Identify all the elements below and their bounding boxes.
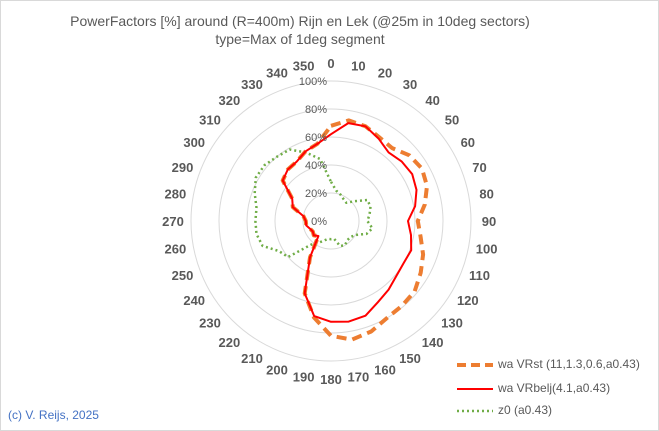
- series-line-1: [281, 122, 418, 323]
- angle-label: 350: [293, 58, 315, 73]
- legend-label-vrbelj: wa VRbelj(4.1,a0.43): [498, 381, 611, 395]
- copyright-text: (c) V. Reijs, 2025: [8, 408, 99, 422]
- angle-label: 90: [482, 214, 496, 229]
- radial-tick-label: 40%: [305, 160, 327, 172]
- angle-label: 240: [183, 293, 205, 308]
- angle-label: 200: [266, 363, 288, 378]
- angle-label: 290: [172, 160, 194, 175]
- angle-label: 30: [403, 77, 417, 92]
- grid-ring: [302, 192, 360, 250]
- series-line-2: [253, 148, 374, 259]
- angle-label: 180: [320, 372, 342, 387]
- angle-label: 320: [219, 93, 241, 108]
- angle-label: 330: [241, 77, 263, 92]
- angle-label: 250: [172, 268, 194, 283]
- radial-tick-label: 60%: [305, 132, 327, 144]
- radial-tick-label: 80%: [305, 104, 327, 116]
- angle-label: 280: [165, 187, 187, 202]
- grid-ring: [190, 80, 472, 362]
- legend-label-vrst: wa VRst (11,1.3,0.6,a0.43): [498, 357, 640, 371]
- legend-swatch-vrbelj: [457, 388, 493, 390]
- angle-label: 10: [351, 58, 365, 73]
- angle-label: 340: [266, 66, 288, 81]
- angle-label: 260: [165, 241, 187, 256]
- angle-label: 220: [219, 335, 241, 350]
- radial-tick-label: 20%: [305, 188, 327, 200]
- angle-label: 120: [457, 293, 479, 308]
- angle-label: 210: [241, 351, 263, 366]
- series-layer: [253, 118, 429, 342]
- angle-label: 140: [422, 335, 444, 350]
- angle-label: 310: [199, 112, 221, 127]
- radar-grid: [190, 80, 472, 362]
- grid-ring: [274, 164, 388, 278]
- angle-label: 300: [183, 135, 205, 150]
- angle-label: 230: [199, 316, 221, 331]
- angle-label: 60: [461, 135, 475, 150]
- legend-label-z0: z0 (a0.43): [498, 403, 553, 417]
- angle-label: 190: [293, 370, 315, 385]
- angle-label: 40: [425, 93, 439, 108]
- angle-label: 130: [441, 316, 463, 331]
- angle-label: 270: [162, 214, 184, 229]
- radial-tick-labels: 0% 20% 40% 60% 80% 100%: [299, 76, 327, 228]
- radial-tick-label: 100%: [299, 76, 327, 88]
- angle-label: 160: [374, 363, 396, 378]
- angle-label: 110: [469, 268, 490, 283]
- legend-swatch-vrst: [457, 363, 493, 367]
- angle-label: 80: [479, 187, 493, 202]
- chart-subtitle: type=Max of 1deg segment: [215, 31, 385, 47]
- angle-label: 170: [348, 370, 370, 385]
- angle-label: 70: [472, 160, 486, 175]
- chart-title: PowerFactors [%] around (R=400m) Rijn en…: [70, 13, 530, 29]
- angle-label: 50: [445, 112, 459, 127]
- angle-label: 0: [327, 56, 334, 71]
- angle-label: 100: [476, 241, 498, 256]
- grid-ring: [246, 136, 416, 306]
- legend-swatch-z0: [457, 409, 493, 413]
- angle-label: 150: [399, 351, 421, 366]
- angle-label: 20: [378, 66, 392, 81]
- radial-tick-label: 0%: [311, 216, 327, 228]
